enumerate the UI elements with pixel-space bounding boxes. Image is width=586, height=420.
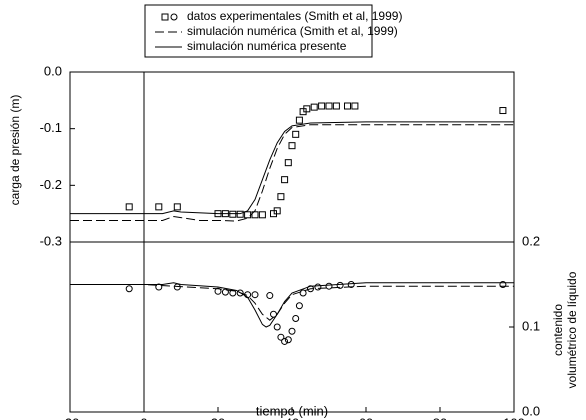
legend-label: datos experimentales (Smith et al, 1999) xyxy=(187,9,402,23)
legend-marker xyxy=(161,13,169,21)
marker-square xyxy=(292,130,300,138)
marker-circle xyxy=(251,291,259,299)
y-axis-label: carga de presión (m) xyxy=(8,95,22,206)
marker-circle xyxy=(499,281,507,288)
marker-square xyxy=(295,116,303,124)
marker-square xyxy=(277,193,285,201)
legend: datos experimentales (Smith et al, 1999)… xyxy=(155,9,402,53)
marker-square xyxy=(258,211,266,219)
x-tick-label: 60 xyxy=(359,415,373,420)
x-tick-label: -20 xyxy=(61,415,80,420)
marker-square xyxy=(251,211,259,219)
marker-circle xyxy=(266,292,274,300)
marker-square xyxy=(229,210,237,218)
marker-square xyxy=(173,203,181,211)
marker-circle xyxy=(292,315,300,322)
marker-square xyxy=(318,102,326,110)
marker-circle xyxy=(347,281,355,288)
marker-circle xyxy=(277,333,285,341)
marker-square xyxy=(284,159,292,167)
marker-square xyxy=(236,210,244,218)
y2-tick-label: 0.0 xyxy=(522,403,540,418)
x-tick-label: 40 xyxy=(285,415,299,420)
marker-circle xyxy=(173,283,181,291)
marker-square xyxy=(325,102,333,110)
marker-circle xyxy=(273,323,281,331)
marker-circle xyxy=(125,285,133,293)
marker-circle xyxy=(236,289,244,297)
legend-box xyxy=(144,4,373,58)
marker-circle xyxy=(299,289,307,297)
marker-circle xyxy=(288,327,296,335)
y2-axis-label: volumétrico de líquido xyxy=(565,271,579,388)
y2-tick-label: 0.1 xyxy=(522,318,540,333)
marker-square xyxy=(310,103,318,111)
marker-circle xyxy=(336,281,344,289)
marker-square xyxy=(244,211,252,219)
x-tick-label: 100 xyxy=(503,415,525,420)
legend-label: simulación numérica (Smith et al, 1999) xyxy=(187,24,398,38)
series-line xyxy=(70,282,514,328)
marker-square xyxy=(125,203,133,211)
marker-square xyxy=(155,203,163,211)
marker-square xyxy=(332,102,340,110)
marker-square xyxy=(344,102,351,110)
marker-square xyxy=(499,107,507,115)
marker-square xyxy=(281,176,289,184)
x-tick-label: 80 xyxy=(433,415,447,420)
marker-square xyxy=(303,105,311,113)
y2-axis-label: contenido xyxy=(551,304,565,356)
legend-label: simulación numérica presente xyxy=(187,39,347,53)
legend-marker xyxy=(170,13,178,21)
x-tick-label: 20 xyxy=(211,415,225,420)
marker-circle xyxy=(295,302,303,310)
marker-square xyxy=(351,102,359,110)
marker-circle xyxy=(325,282,333,290)
series-line xyxy=(70,124,514,222)
marker-square xyxy=(273,207,281,215)
marker-circle xyxy=(281,337,289,345)
marker-circle xyxy=(284,336,292,344)
y-tick-label: -0.1 xyxy=(40,120,62,135)
y2-tick-label: 0.2 xyxy=(522,233,540,248)
marker-square xyxy=(288,142,296,150)
marker-circle xyxy=(221,288,229,296)
series-line xyxy=(70,284,514,321)
y-tick-label: 0.0 xyxy=(44,63,62,78)
series-line xyxy=(70,121,514,215)
y-tick-label: -0.2 xyxy=(40,177,62,192)
y-tick-label: -0.3 xyxy=(40,233,62,248)
x-tick-label: 0 xyxy=(140,415,147,420)
marker-circle xyxy=(314,283,322,291)
